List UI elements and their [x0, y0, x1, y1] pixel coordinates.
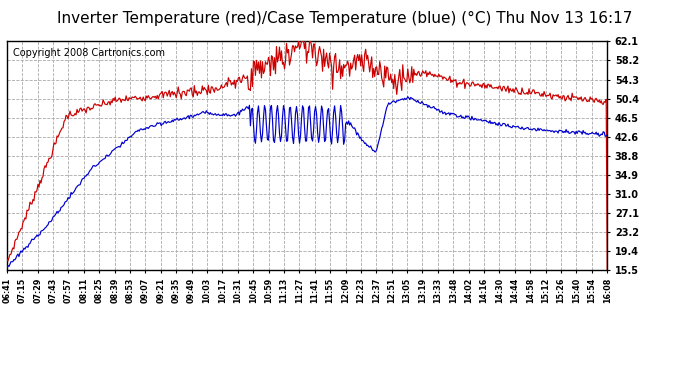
- Text: Copyright 2008 Cartronics.com: Copyright 2008 Cartronics.com: [13, 48, 165, 58]
- Text: Inverter Temperature (red)/Case Temperature (blue) (°C) Thu Nov 13 16:17: Inverter Temperature (red)/Case Temperat…: [57, 11, 633, 26]
